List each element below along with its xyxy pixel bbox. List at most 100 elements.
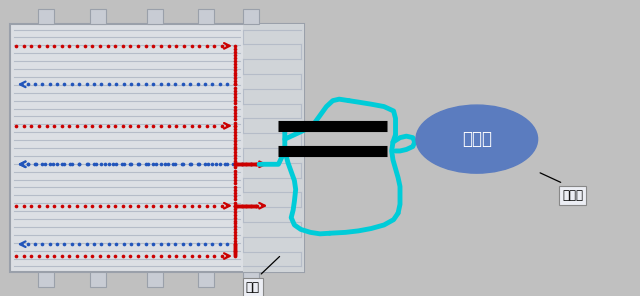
Point [230,184,240,189]
Point [67,82,77,87]
Point [126,242,136,247]
Point [185,82,195,87]
Point [171,123,181,128]
Point [179,203,189,208]
Point [239,162,249,167]
Point [209,44,220,48]
Point [79,203,90,208]
Point [19,123,29,128]
Point [230,254,240,258]
Point [179,254,189,258]
Point [156,82,166,87]
Point [87,203,97,208]
Point [230,123,240,128]
Point [235,162,245,167]
Point [203,162,213,167]
Point [49,203,60,208]
Text: 压缩机: 压缩机 [563,189,583,202]
Point [125,203,136,208]
Point [148,82,158,87]
Point [230,49,240,54]
Point [244,203,254,208]
Point [249,162,259,167]
Point [230,117,240,122]
Point [193,82,203,87]
Point [42,254,52,258]
Point [141,44,151,48]
Point [230,251,240,256]
Point [179,44,189,48]
Point [207,82,218,87]
Point [164,123,174,128]
Point [83,162,93,167]
Point [156,162,166,167]
Point [230,144,240,149]
Point [230,46,240,51]
Point [178,82,188,87]
Point [244,162,254,167]
Point [186,123,196,128]
Point [230,206,240,211]
Point [110,44,120,48]
Point [118,162,129,167]
Point [57,123,67,128]
Point [171,254,181,258]
Point [230,215,240,220]
Point [102,123,113,128]
Point [57,44,67,48]
Point [228,162,239,167]
Point [230,242,240,247]
Point [230,165,240,170]
Point [232,203,242,208]
Point [238,162,248,167]
Point [200,82,210,87]
Point [102,203,113,208]
FancyBboxPatch shape [243,272,259,287]
Point [49,123,60,128]
Point [194,203,204,208]
Point [207,162,218,167]
Point [45,162,55,167]
Point [200,162,210,167]
Point [104,82,114,87]
Point [246,162,256,167]
Point [230,101,240,106]
Point [242,203,252,208]
Point [141,82,151,87]
Point [178,162,188,167]
Point [230,132,240,137]
Point [209,254,220,258]
Point [141,123,151,128]
Point [237,203,248,208]
Point [222,242,232,247]
Point [60,242,70,247]
Point [26,123,36,128]
Point [207,242,218,247]
Point [244,203,255,208]
Point [246,203,257,208]
Point [133,123,143,128]
Point [72,203,82,208]
Point [34,44,44,48]
Point [247,203,257,208]
Point [118,254,128,258]
Point [143,162,153,167]
Point [118,123,128,128]
Point [64,44,74,48]
Point [185,162,195,167]
Point [163,162,173,167]
Point [230,218,240,223]
Point [65,162,76,167]
Point [125,254,136,258]
Point [133,254,143,258]
Point [97,162,107,167]
Point [230,150,240,155]
Point [252,203,262,208]
Point [164,254,174,258]
Point [230,82,240,87]
Point [241,162,252,167]
Point [97,242,107,247]
Point [118,242,129,247]
Point [11,44,21,48]
Point [214,242,225,247]
